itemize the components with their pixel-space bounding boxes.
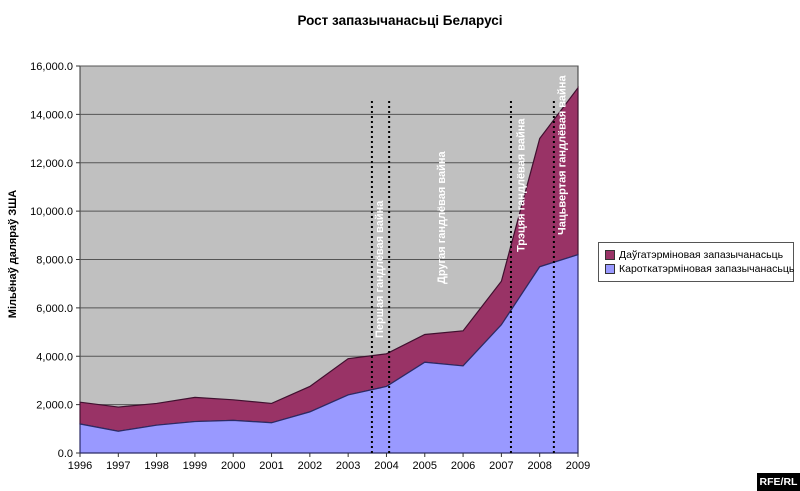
legend-label-long-term: Даўгатэрміновая запазычанасьць xyxy=(619,249,784,261)
x-tick-label: 2008 xyxy=(527,460,551,472)
y-tick-label: 0.0 xyxy=(58,448,73,460)
y-tick-label: 2,000.0 xyxy=(36,400,73,412)
chart-title: Рост запазычанасьці Беларусі xyxy=(297,13,503,28)
y-tick-label: 10,000.0 xyxy=(30,206,73,218)
rferl-logo: RFE/RL xyxy=(757,473,800,491)
x-tick-label: 2005 xyxy=(413,460,437,472)
y-tick-label: 4,000.0 xyxy=(36,351,73,363)
x-tick-label: 2003 xyxy=(336,460,360,472)
legend-item-short-term: Кароткатэрміновая запазычанасьць xyxy=(605,263,794,275)
x-tick-label: 2006 xyxy=(451,460,475,472)
x-tick-label: 1996 xyxy=(68,460,92,472)
legend-label-short-term: Кароткатэрміновая запазычанасьць xyxy=(619,263,795,275)
x-tick-label: 2001 xyxy=(259,460,283,472)
x-tick-label: 1998 xyxy=(144,460,168,472)
x-tick-label: 2002 xyxy=(298,460,322,472)
x-tick-label: 1997 xyxy=(106,460,130,472)
trade-war-label: Першая гандлёвая вайна xyxy=(374,200,386,338)
trade-war-label: Трэцяя гандлёвая вайна xyxy=(516,118,528,252)
legend: Даўгатэрміновая запазычанасьць Кароткатэ… xyxy=(598,242,794,282)
y-tick-label: 14,000.0 xyxy=(30,109,73,121)
legend-swatch-long-term xyxy=(605,250,615,260)
x-tick-label: 2007 xyxy=(489,460,513,472)
y-tick-label: 16,000.0 xyxy=(30,61,73,73)
legend-item-long-term: Даўгатэрміновая запазычанасьць xyxy=(605,249,787,261)
x-tick-label: 2000 xyxy=(221,460,245,472)
trade-war-label: Другая гандлёвая вайна xyxy=(436,151,448,284)
area-short-term xyxy=(79,253,579,454)
legend-swatch-short-term xyxy=(605,264,615,274)
x-tick-label: 2009 xyxy=(566,460,590,472)
y-tick-label: 6,000.0 xyxy=(36,303,73,315)
x-tick-label: 1999 xyxy=(183,460,207,472)
y-tick-label: 8,000.0 xyxy=(36,255,73,267)
y-tick-label: 12,000.0 xyxy=(30,158,73,170)
x-tick-label: 2004 xyxy=(374,460,398,472)
trade-war-label: Чацьвертая гандлёвая вайна xyxy=(557,75,569,235)
